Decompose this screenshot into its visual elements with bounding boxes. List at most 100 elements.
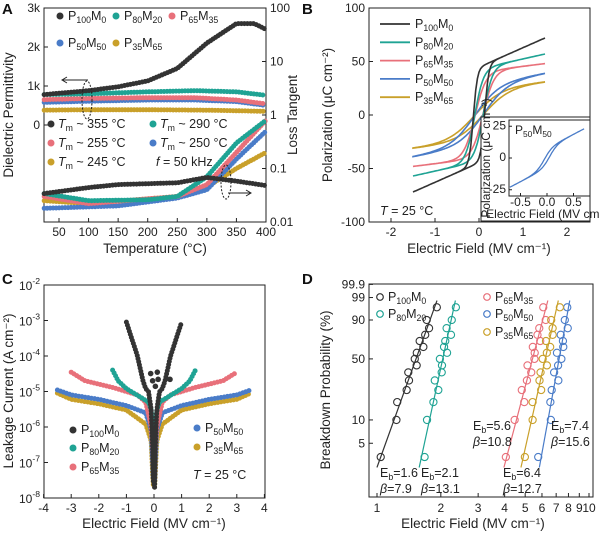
eb-label: Eb=7.4	[551, 419, 589, 435]
text-part: M	[406, 307, 416, 321]
legend-marker	[56, 39, 64, 47]
text-part: M	[433, 72, 443, 86]
breakdown-point	[557, 354, 566, 364]
text-part: = 25 °C	[201, 468, 247, 482]
breakdown-point	[424, 324, 434, 333]
plot-frame	[368, 283, 594, 498]
text-part: P	[388, 307, 396, 321]
legend-label: P50M50	[68, 36, 106, 52]
x-tick-label: 400	[256, 225, 276, 239]
legend-marker	[112, 12, 120, 20]
text-part: T	[160, 117, 169, 131]
text-part: 12.7	[517, 482, 541, 496]
subscript: m	[66, 142, 73, 152]
legend-label: P100M0	[415, 17, 453, 33]
text-part: β	[420, 482, 428, 496]
breakdown-point	[536, 368, 545, 377]
breakdown-point	[535, 376, 544, 385]
text-part: 5.6	[494, 419, 511, 433]
breakdown-point	[555, 303, 565, 312]
panel-b: B -2 -1 0 1 2 -100 -50 0 50 100 Electric Field (MV …	[302, 1, 600, 256]
text-part: P	[124, 36, 132, 50]
subscript: b	[388, 472, 393, 482]
breakdown-point	[546, 342, 555, 352]
subscript: 50	[524, 313, 534, 323]
equals: =	[428, 482, 435, 496]
legend-marker	[56, 12, 64, 20]
subscript: 80	[89, 447, 99, 457]
legend-label: P35M65	[415, 90, 453, 106]
text-part: M	[99, 460, 109, 474]
x-tick-label: 10	[582, 501, 596, 515]
y-tick-label: 50	[352, 55, 366, 69]
breakdown-point	[547, 385, 556, 395]
text-part: M	[513, 325, 523, 339]
legend-marker	[69, 426, 77, 434]
y-tick-label: 99.9	[342, 277, 366, 291]
text-part: f	[156, 155, 161, 169]
subscript: 100	[423, 23, 438, 33]
tm-marker	[47, 139, 55, 147]
text-part: T	[58, 155, 67, 169]
text-part: T	[58, 117, 67, 131]
tm-marker	[149, 120, 157, 128]
temperature-annotation: T = 25 °C	[193, 468, 246, 482]
text-part: M	[223, 440, 233, 454]
inset-x-tick-label: 0.5	[565, 195, 582, 209]
subscript: 35	[213, 446, 223, 456]
y-tick-label: 50	[352, 352, 366, 366]
legend-marker	[483, 293, 491, 301]
equals: =	[510, 482, 517, 496]
subscript: 35	[132, 42, 142, 52]
breakdown-point	[520, 397, 529, 407]
legend-label: P35M65	[495, 325, 533, 341]
legend-label: P100M0	[388, 290, 426, 306]
breakdown-point	[419, 342, 428, 352]
text-part: M	[142, 36, 152, 50]
text-part: β	[472, 435, 480, 449]
breakdown-point	[420, 452, 429, 462]
beta-label: β=15.6	[550, 435, 590, 449]
text-part: T	[160, 136, 169, 150]
breakdown-point	[530, 348, 539, 357]
text-part: M	[104, 423, 114, 437]
legend-marker	[112, 39, 120, 47]
tm-label: Tm ~ 245 °C	[58, 155, 126, 171]
tm-label: Tm ~ 250 °C	[160, 136, 228, 152]
y-tick-label: 10-8	[19, 489, 40, 506]
x-tick-label: 0	[151, 501, 158, 515]
y-tick-label: 5	[358, 436, 365, 450]
subscript: 0	[448, 23, 453, 33]
hysteresis-loop-P100M0	[412, 37, 546, 193]
legend-marker	[193, 424, 201, 432]
subscript: 20	[153, 15, 163, 25]
superscript: -3	[32, 312, 40, 322]
text-part: 10	[19, 421, 33, 435]
right-axis-ellipse	[220, 164, 232, 200]
subscript: b	[559, 425, 564, 435]
inset-x-tick-label: -0.5	[510, 195, 531, 209]
x-tick-label: 2	[437, 501, 444, 515]
breakdown-point	[441, 336, 450, 346]
text-part: 10	[19, 315, 33, 329]
inset-x-tick-label: 0.0	[539, 195, 556, 209]
text-part: M	[411, 290, 421, 304]
text-part: ~ 250 °C	[175, 136, 228, 150]
text-part: P	[124, 9, 132, 23]
y-tick-label: 10	[352, 413, 366, 427]
legend-label: P100M0	[81, 423, 119, 439]
superscript: -5	[32, 383, 40, 393]
x-tick-label: -1	[430, 225, 441, 239]
text-part: 10	[19, 279, 33, 293]
y-tick-label: 90	[352, 313, 366, 327]
beta-label: β=12.7	[502, 482, 542, 496]
breakdown-point	[541, 336, 551, 346]
breakdown-point	[535, 324, 544, 333]
legend-label: P100M0	[68, 9, 106, 25]
panel-a: A50 100 150 200 250 300 350 40001k2k3k0.010.111…	[1, 1, 300, 256]
subscript: 0	[421, 296, 426, 306]
data-point	[155, 376, 161, 383]
y-tick-label: 0	[358, 108, 365, 122]
breakdown-point	[432, 303, 441, 312]
